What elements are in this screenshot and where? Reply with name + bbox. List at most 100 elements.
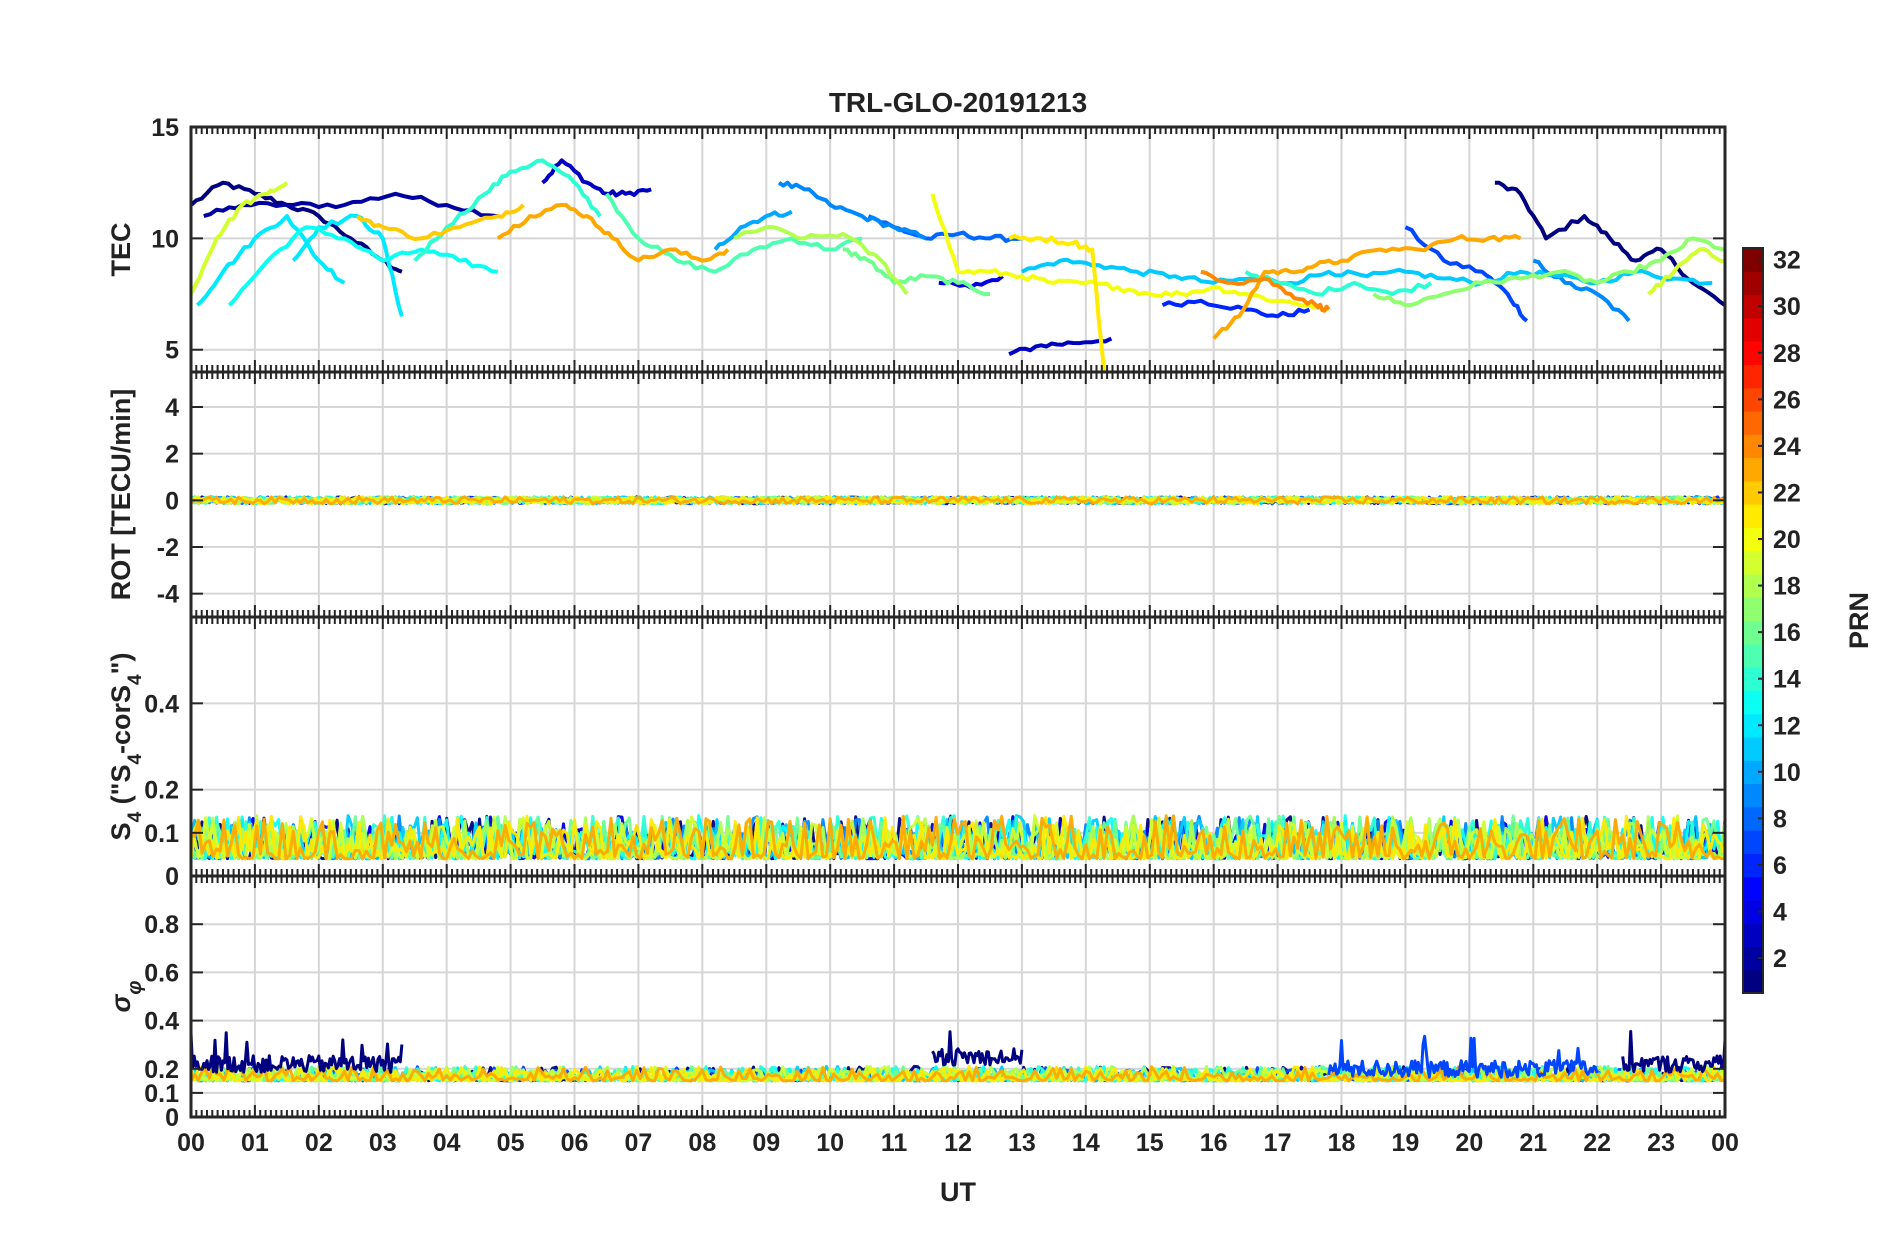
colorbar-segment [1743,620,1763,645]
trace-prn-23 [191,814,1725,861]
panel-3: 0 0.1 0.2 0.4S4 ("S4-corS4") [106,615,1727,891]
x-tick-label: 09 [752,1129,780,1157]
tec-trace-prn-17 [1372,236,1725,308]
colorbar-segment [1743,597,1763,622]
colorbar-segment [1743,271,1763,296]
colorbar-frame [1742,247,1764,994]
tec-trace-prn-24 [1200,269,1331,313]
tec-trace-prn-23 [496,202,730,263]
tec-trace-prn-12 [195,214,346,307]
colorbar-segment [1743,527,1763,552]
y-tick-label: 0.4 [144,690,179,718]
colorbar-tick-label: 12 [1773,712,1801,740]
colorbar-segment [1743,248,1763,272]
y-axis-label: TEC [106,223,136,277]
colorbar-segment [1743,294,1763,319]
x-tick-label: 14 [1072,1129,1100,1157]
y-tick-label: -4 [157,581,179,609]
elevated-trace-prn-1 [191,1031,404,1074]
colorbar-segment [1743,364,1763,389]
colorbar-segment [1743,317,1763,342]
y-label-subscript: 4 [125,811,146,822]
x-tick-label: 18 [1328,1129,1356,1157]
x-tick-label: 21 [1519,1129,1547,1157]
x-tick-label: 23 [1647,1129,1675,1157]
colorbar-segment [1743,969,1763,994]
tec-trace-prn-13 [227,225,499,307]
tec-trace-prn-3 [1008,336,1113,357]
tec-trace-prn-20 [930,193,1330,312]
panel-1: 5 10 15 TEC [106,114,1727,374]
x-tick-label: 20 [1455,1129,1483,1157]
y-axis-label: S4 ("S4-corS4") [106,653,146,841]
x-tick-label: 03 [369,1129,397,1157]
colorbar-tick-label: 16 [1773,619,1801,647]
y-label-part: S [106,822,136,840]
tec-trace-prn-9 [1532,258,1631,323]
tec-trace-prn-9 [777,180,927,241]
colorbar-tick-label: 24 [1773,433,1801,461]
x-tick-label: 04 [433,1129,461,1157]
y-tick-label: 0 [165,863,179,891]
y-label-subscript: 4 [125,674,146,685]
x-ticks [190,876,1726,1117]
y-axis-label: ROT [TECU/min] [106,389,136,600]
y-tick-label: 0.1 [144,820,179,848]
colorbar-tick-label: 2 [1773,945,1787,973]
y-tick-label: -2 [157,534,179,562]
x-tick-label: 19 [1392,1129,1420,1157]
colorbar-segment [1743,410,1763,435]
colorbar-label: PRN [1844,592,1874,649]
tec-trace-prn-15 [604,192,863,274]
y-tick-label: 10 [151,225,179,253]
trace-prn-23 [191,1065,1725,1083]
colorbar-segment [1743,853,1763,878]
colorbar-segment [1743,550,1763,575]
elevated-trace-prn-7 [1327,1034,1599,1079]
colorbar-tick-label: 28 [1773,340,1801,368]
colorbar-segment [1743,713,1763,738]
tec-trace-prn-1 [1494,180,1725,307]
x-tick-label: 00 [1711,1129,1739,1157]
colorbar-segment [1743,783,1763,808]
colorbar-segment [1743,480,1763,505]
colorbar-tick-label: 20 [1773,526,1801,554]
tec-trace-prn-2 [203,191,498,219]
colorbar-tick-label: 32 [1773,247,1801,275]
colorbar-tick-label: 4 [1773,899,1787,927]
x-ticks [190,127,1726,372]
x-tick-label: 07 [625,1129,653,1157]
y-label-part: ") [106,653,136,675]
tec-trace-prn-3 [541,158,652,198]
colorbar-tick-label: 14 [1773,666,1801,694]
y-label-part: ("S [106,765,136,812]
y-tick-label: 0.8 [144,911,179,939]
colorbar-segment [1743,434,1763,459]
y-tick-label: 0 [165,1104,179,1132]
colorbar-segment [1743,899,1763,924]
tec-trace-prn-19 [191,181,289,295]
colorbar-segment [1743,573,1763,598]
colorbar-segment [1743,760,1763,785]
panel-traces [191,158,1725,372]
x-tick-label: 01 [241,1129,269,1157]
panel-traces [191,495,1725,506]
tec-trace-prn-22 [355,203,525,241]
panel-traces [191,814,1725,861]
y-tick-label: 15 [151,114,179,142]
tec-trace-prn-23 [1212,234,1522,340]
x-tick-label: 15 [1136,1129,1164,1157]
colorbar-tick-label: 10 [1773,759,1801,787]
y-tick-label: 0 [165,487,179,515]
trace-prn-23 [191,495,1725,506]
y-label-part: -corS [106,685,136,754]
x-tick-label: 06 [561,1129,589,1157]
trace-prn-19 [191,814,1725,861]
x-tick-label: 12 [944,1129,972,1157]
tec-trace-prn-12 [291,213,404,317]
y-tick-label: 2 [165,441,179,469]
y-tick-label: 0.2 [144,777,179,805]
y-axis-label: σφ [106,981,146,1013]
